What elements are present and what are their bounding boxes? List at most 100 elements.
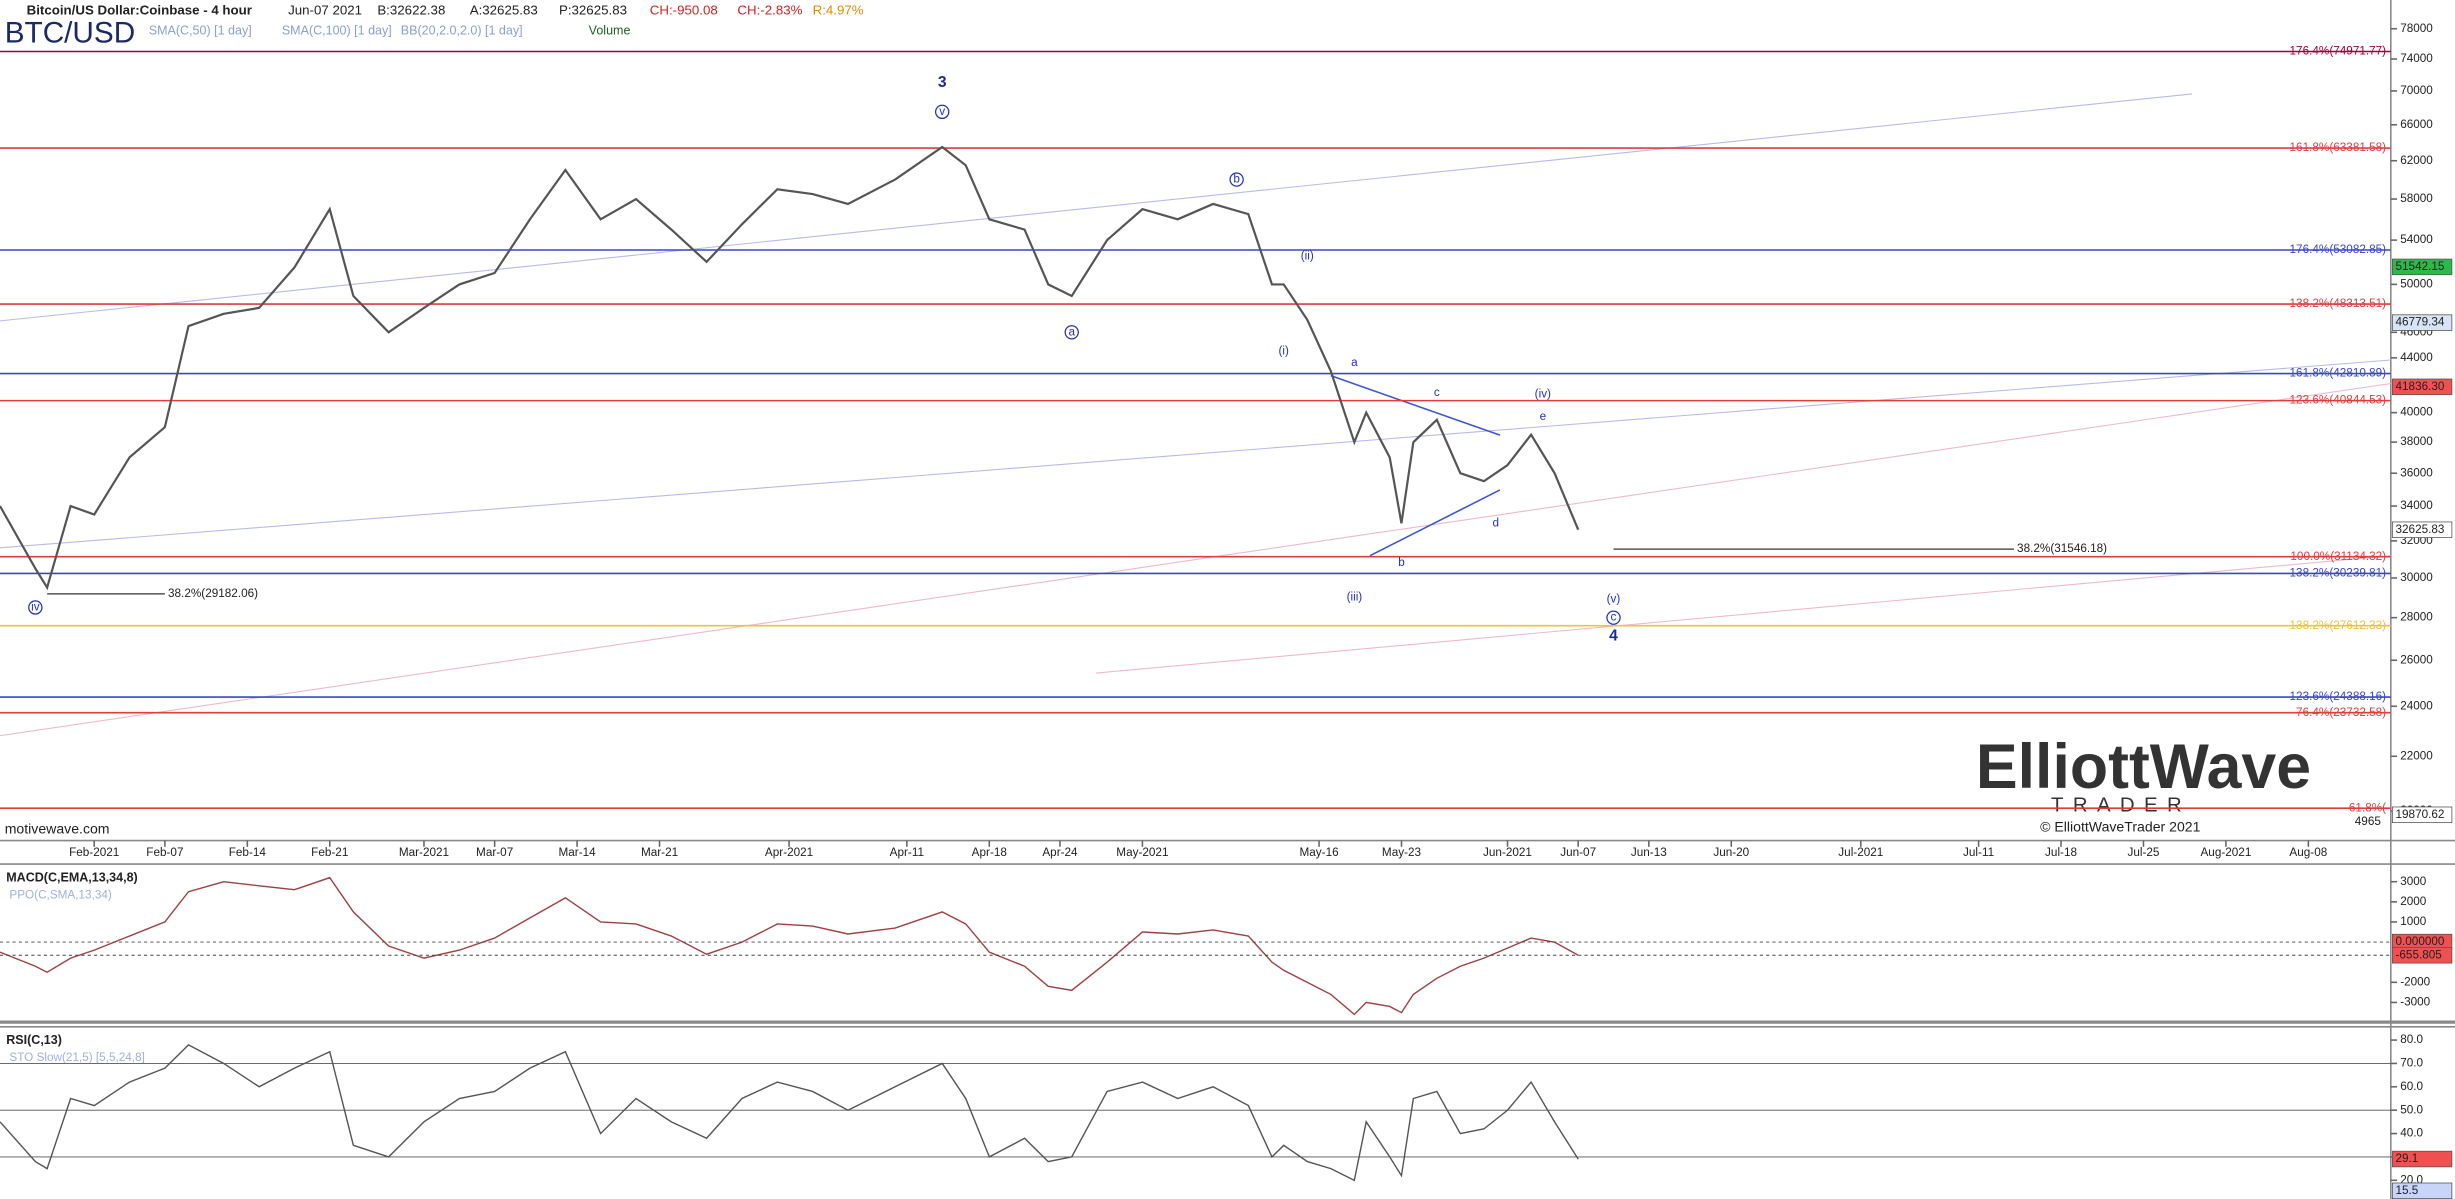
series-line bbox=[0, 145, 1580, 591]
wave-label: (iv) bbox=[1535, 387, 1551, 400]
wave-label: b bbox=[1398, 556, 1405, 569]
wave-label: d bbox=[1492, 516, 1499, 529]
axis-tag bbox=[2391, 378, 2453, 396]
wave-circle bbox=[934, 104, 950, 120]
y-tick-label: 62000 bbox=[2400, 154, 2433, 167]
volume-label: 4965 bbox=[2355, 815, 2382, 828]
axis-tag-label: 19870.62 bbox=[2396, 808, 2445, 821]
x-tick-label: Apr-24 bbox=[1042, 846, 1078, 859]
x-tick-label: Jul-18 bbox=[2045, 846, 2077, 859]
wave-circle bbox=[1606, 610, 1621, 625]
fib-label: 123.6%(40844.53) bbox=[2290, 394, 2387, 407]
fib-label: 138.2%(48313.51) bbox=[2290, 297, 2387, 310]
wave-label: c bbox=[1611, 611, 1617, 624]
y-tick-label: 74000 bbox=[2400, 52, 2433, 65]
bid: B:32622.38 bbox=[377, 2, 445, 17]
wave-label: iv bbox=[31, 601, 40, 614]
ticker: BTC/USD bbox=[5, 16, 136, 49]
wave-label: c bbox=[1434, 386, 1440, 399]
x-tick-label: Jul-25 bbox=[2127, 846, 2159, 859]
x-tick-label: Feb-07 bbox=[146, 846, 183, 859]
fib-label: 138.2%(27612.33) bbox=[2290, 619, 2387, 632]
trend-lines bbox=[0, 93, 2391, 737]
x-tick-label: Mar-2021 bbox=[399, 846, 449, 859]
x-tick-label: Jun-20 bbox=[1713, 846, 1749, 859]
axis-tag bbox=[2391, 314, 2453, 331]
wave-label: (i) bbox=[1279, 344, 1290, 357]
wave-label: a bbox=[1351, 356, 1358, 369]
series-line bbox=[0, 876, 1579, 1016]
panel-subtitle: STO Slow(21,5) [5,5,24,8] bbox=[9, 1051, 144, 1064]
fib-label: 176.4%(53082.85) bbox=[2290, 243, 2387, 256]
projection-label: 38.2%(29182.06) bbox=[168, 587, 258, 600]
range: R:4.97% bbox=[813, 2, 864, 17]
y-tick-label: 24000 bbox=[2400, 699, 2433, 712]
y-tick-label: 40000 bbox=[2400, 406, 2433, 419]
indicator-legend: SMA(C,100) [1 day] bbox=[282, 24, 392, 38]
wave-circle bbox=[1064, 325, 1079, 340]
y-tick-label: -3000 bbox=[2400, 996, 2430, 1009]
x-tick-label: Jun-13 bbox=[1631, 846, 1667, 859]
fib-label: 100.0%(31134.32) bbox=[2290, 550, 2386, 563]
axis-tag-label: 0.000000 bbox=[2396, 935, 2445, 948]
fib-label: 138.2%(30239.81) bbox=[2290, 567, 2387, 580]
x-tick-label: May-16 bbox=[1299, 846, 1339, 859]
x-tick-label: Apr-11 bbox=[890, 846, 924, 859]
x-tick-label: Feb-2021 bbox=[69, 846, 119, 859]
y-tick-label: 30000 bbox=[2400, 571, 2433, 584]
x-tick-label: Aug-08 bbox=[2289, 846, 2327, 859]
y-tick-label: 38000 bbox=[2400, 435, 2433, 448]
wave-circle bbox=[1229, 172, 1244, 187]
y-tick-label: 3000 bbox=[2400, 875, 2427, 888]
x-tick-label: May-23 bbox=[1382, 846, 1422, 859]
y-tick-label: 58000 bbox=[2400, 192, 2433, 205]
x-tick-label: Jun-2021 bbox=[1483, 846, 1532, 859]
ask: A:32625.83 bbox=[470, 2, 538, 17]
wave-circle bbox=[28, 600, 43, 615]
axis-tag-label: 46779.34 bbox=[2396, 316, 2445, 329]
y-tick-label: 70000 bbox=[2400, 84, 2433, 97]
fib-label: 61.8%( bbox=[2349, 801, 2386, 814]
fib-label: 161.8%(42810.89) bbox=[2290, 367, 2387, 380]
y-tick-label: 78000 bbox=[2400, 22, 2433, 35]
y-tick-label: -2000 bbox=[2400, 975, 2430, 988]
fib-label: 123.6%(24388.16) bbox=[2290, 690, 2387, 703]
wave-label: 4 bbox=[1609, 628, 1618, 645]
x-tick-label: Aug-2021 bbox=[2200, 846, 2251, 859]
logo-sub: TRADER bbox=[2051, 794, 2191, 816]
last-price: P:32625.83 bbox=[559, 2, 627, 17]
x-tick-label: Apr-18 bbox=[972, 846, 1008, 859]
site: motivewave.com bbox=[5, 820, 110, 836]
y-tick-label: 50.0 bbox=[2400, 1103, 2423, 1116]
axis-tag-label: 29.1 bbox=[2396, 1152, 2419, 1165]
axis-tag bbox=[2391, 521, 2453, 538]
copyright: © ElliottWaveTrader 2021 bbox=[2040, 819, 2201, 835]
y-tick-label: 26000 bbox=[2400, 653, 2433, 666]
fib-label: 161.8%(63381.58) bbox=[2290, 141, 2387, 154]
change-pct: CH:-2.83% bbox=[737, 2, 802, 17]
axis-tag bbox=[2391, 806, 2453, 824]
y-tick-label: 66000 bbox=[2400, 118, 2433, 131]
panel-title: MACD(C,EMA,13,34,8) bbox=[6, 870, 137, 884]
y-tick-label: 44000 bbox=[2400, 351, 2433, 364]
fib-label: 76.4%(23732.58) bbox=[2296, 706, 2386, 719]
fib-label: 176.4%(74971.77) bbox=[2290, 45, 2387, 58]
y-tick-label: 54000 bbox=[2400, 233, 2433, 246]
y-tick-label: 1000 bbox=[2400, 915, 2427, 928]
y-tick-label: 70.0 bbox=[2400, 1057, 2423, 1070]
x-tick-label: Feb-14 bbox=[229, 846, 267, 859]
x-tick-label: Mar-21 bbox=[641, 846, 678, 859]
y-tick-label: 28000 bbox=[2400, 611, 2433, 624]
x-tick-label: Jul-2021 bbox=[1838, 846, 1883, 859]
axis-tag bbox=[2391, 947, 2453, 964]
axis-tag-label: 51542.15 bbox=[2396, 260, 2445, 273]
wave-label: (v) bbox=[1607, 593, 1621, 606]
wave-label: v bbox=[939, 105, 945, 118]
x-tick-label: Mar-07 bbox=[476, 846, 513, 859]
projection-label: 38.2%(31546.18) bbox=[2017, 542, 2107, 555]
x-tick-label: May-2021 bbox=[1116, 846, 1168, 859]
series-line bbox=[0, 1043, 1579, 1182]
y-tick-label: 34000 bbox=[2400, 499, 2433, 512]
